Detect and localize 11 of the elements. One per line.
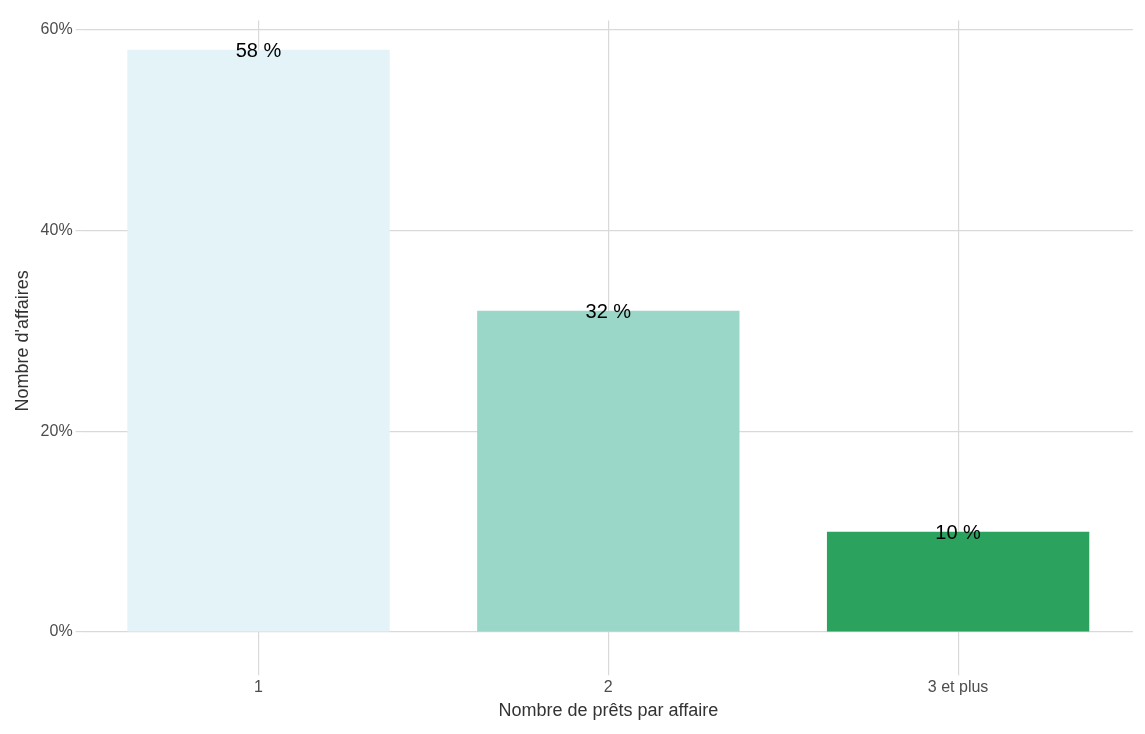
y-tick-label: 0% — [49, 622, 73, 640]
x-tick-label: 2 — [603, 678, 613, 696]
y-tick-label: 60% — [40, 20, 73, 38]
data-label: 32 % — [585, 299, 632, 322]
y-tick-label: 20% — [40, 421, 73, 439]
data-label: 58 % — [235, 38, 282, 61]
x-tick-label: 1 — [254, 678, 264, 696]
x-tick-label: 3 et plus — [927, 678, 989, 696]
x-axis-title: Nombre de prêts par affaire — [498, 700, 719, 721]
y-axis-title: Nombre d'affaires — [11, 270, 32, 412]
y-tick-label: 40% — [40, 220, 73, 238]
